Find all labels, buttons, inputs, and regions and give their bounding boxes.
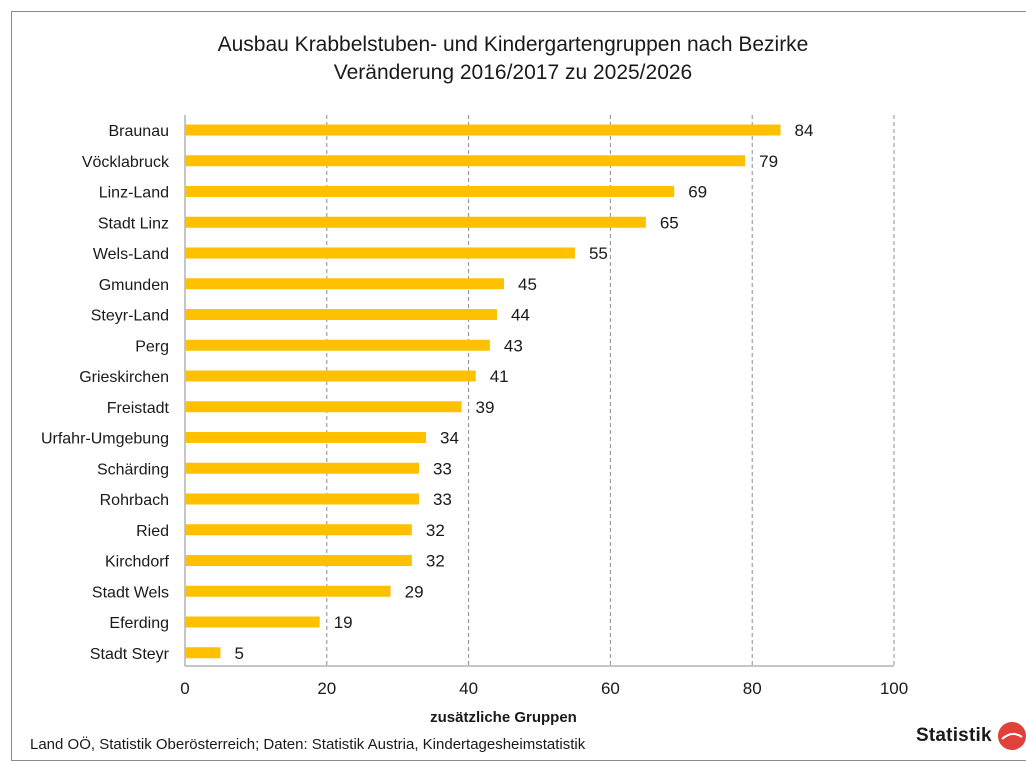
- value-label: 29: [405, 582, 424, 601]
- statistik-logo: Statistik: [916, 722, 1026, 750]
- value-label: 33: [433, 459, 452, 478]
- bar: [185, 585, 391, 597]
- x-tick-label: 100: [880, 679, 908, 698]
- bar: [185, 616, 320, 628]
- category-label: Perg: [135, 338, 169, 355]
- value-label: 65: [660, 213, 679, 232]
- bar: [185, 555, 412, 566]
- value-label: 44: [511, 306, 530, 325]
- bar: [185, 155, 746, 167]
- value-label: 79: [759, 152, 778, 171]
- category-label: Wels-Land: [93, 246, 169, 263]
- category-label: Freistadt: [107, 400, 170, 417]
- bar: [185, 647, 221, 659]
- value-label: 84: [795, 121, 814, 140]
- value-label: 39: [476, 398, 495, 417]
- value-label: 34: [440, 429, 459, 448]
- bar: [185, 216, 646, 228]
- x-tick-label: 40: [459, 679, 478, 698]
- bar: [185, 370, 476, 382]
- category-label: Stadt Wels: [92, 584, 169, 601]
- bar: [185, 339, 490, 351]
- category-label: Stadt Steyr: [90, 646, 170, 663]
- category-label: Rohrbach: [100, 492, 169, 509]
- value-label: 32: [426, 521, 445, 540]
- x-tick-label: 20: [317, 679, 336, 698]
- x-tick-label: 60: [601, 679, 620, 698]
- category-label: Grieskirchen: [79, 369, 169, 386]
- value-label: 33: [433, 490, 452, 509]
- logo-mark-icon: [997, 722, 1026, 750]
- category-label: Ried: [136, 523, 169, 540]
- bar: [185, 309, 497, 320]
- bar: [185, 493, 419, 505]
- category-label: Steyr-Land: [91, 308, 169, 325]
- x-axis-title: zusätzliche Gruppen: [430, 709, 577, 726]
- value-label: 43: [504, 336, 523, 355]
- category-label: Linz-Land: [99, 185, 169, 202]
- bar: [185, 432, 427, 443]
- value-label: 5: [234, 644, 243, 663]
- logo-text: Statistik: [916, 725, 992, 746]
- x-tick-label: 80: [743, 679, 762, 698]
- category-label: Urfahr-Umgebung: [41, 431, 169, 448]
- x-tick-label: 0: [180, 679, 189, 698]
- bar: [185, 524, 412, 536]
- category-label: Gmunden: [99, 277, 169, 294]
- chart-subtitle: Veränderung 2016/2017 zu 2025/2026: [333, 61, 693, 84]
- bar: [185, 247, 575, 259]
- value-label: 41: [490, 367, 509, 386]
- category-label: Schärding: [97, 461, 169, 478]
- category-label: Vöcklabruck: [82, 154, 170, 171]
- chart-title: Ausbau Krabbelstuben- und Kindergartengr…: [217, 33, 809, 56]
- category-label: Eferding: [109, 615, 169, 632]
- value-label: 32: [426, 552, 445, 571]
- bar: [185, 462, 419, 474]
- value-label: 19: [334, 613, 353, 632]
- bar: [185, 186, 675, 197]
- category-label: Kirchdorf: [105, 554, 170, 571]
- bar: [185, 124, 781, 136]
- category-label: Braunau: [109, 123, 170, 140]
- bar: [185, 401, 462, 413]
- category-label: Stadt Linz: [98, 215, 169, 232]
- value-label: 69: [688, 183, 707, 202]
- value-label: 45: [518, 275, 537, 294]
- source-note: Land OÖ, Statistik Oberösterreich; Daten…: [30, 736, 586, 753]
- value-label: 55: [589, 244, 608, 263]
- bar: [185, 278, 505, 290]
